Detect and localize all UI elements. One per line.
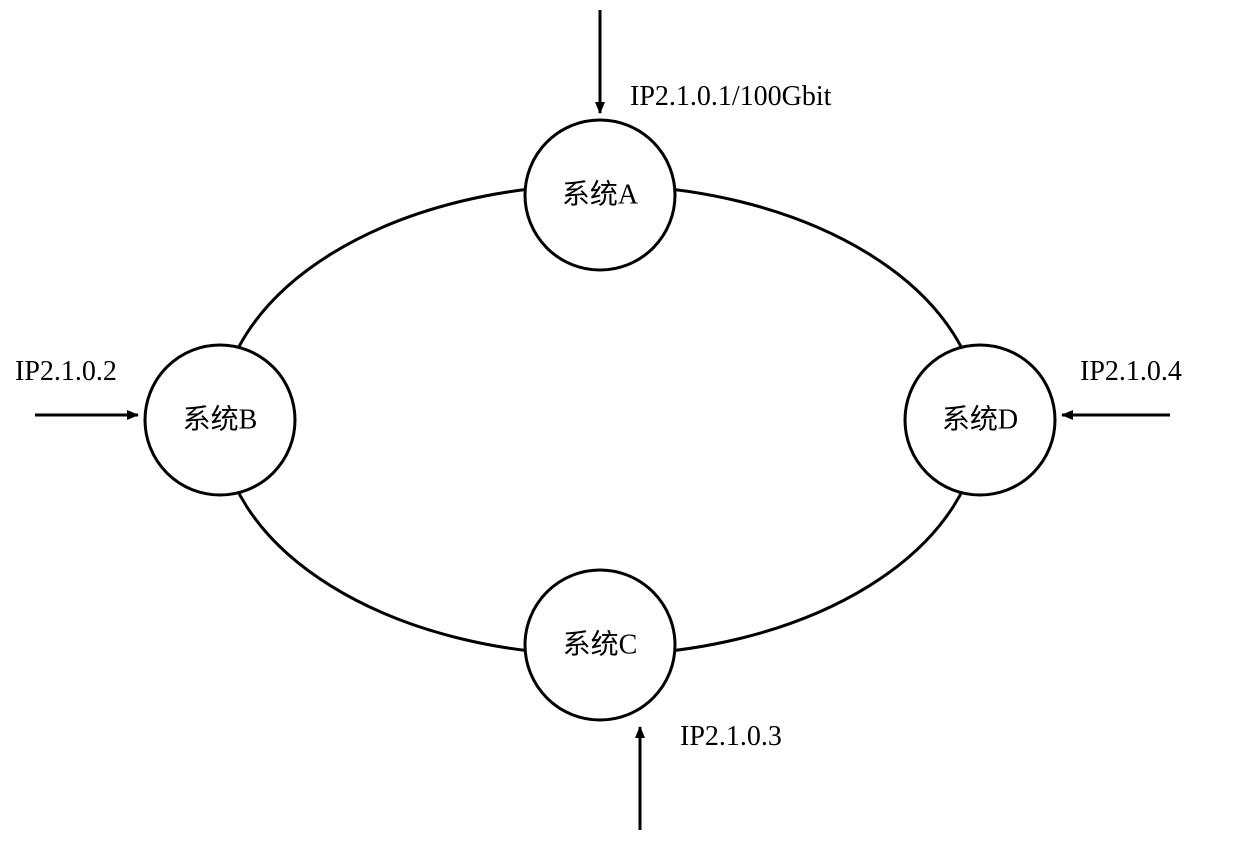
nodes-group: 系统A 系统B 系统C 系统D (145, 120, 1055, 720)
node-label-d: 系统D (942, 404, 1018, 436)
node-label-c: 系统C (563, 629, 638, 661)
ip-label-arrow-c: IP2.1.0.3 (680, 721, 782, 752)
ip-label-arrow-a: IP2.1.0.1/100Gbit (630, 81, 832, 112)
ip-label-arrow-d: IP2.1.0.4 (1080, 356, 1182, 387)
network-diagram: 系统A 系统B 系统C 系统D IP2.1.0.1/100Gbit IP2.1.0.2 I… (0, 0, 1240, 843)
node-label-a: 系统A (562, 179, 639, 211)
ip-label-arrow-b: IP2.1.0.2 (15, 356, 117, 387)
node-label-b: 系统B (183, 404, 258, 436)
